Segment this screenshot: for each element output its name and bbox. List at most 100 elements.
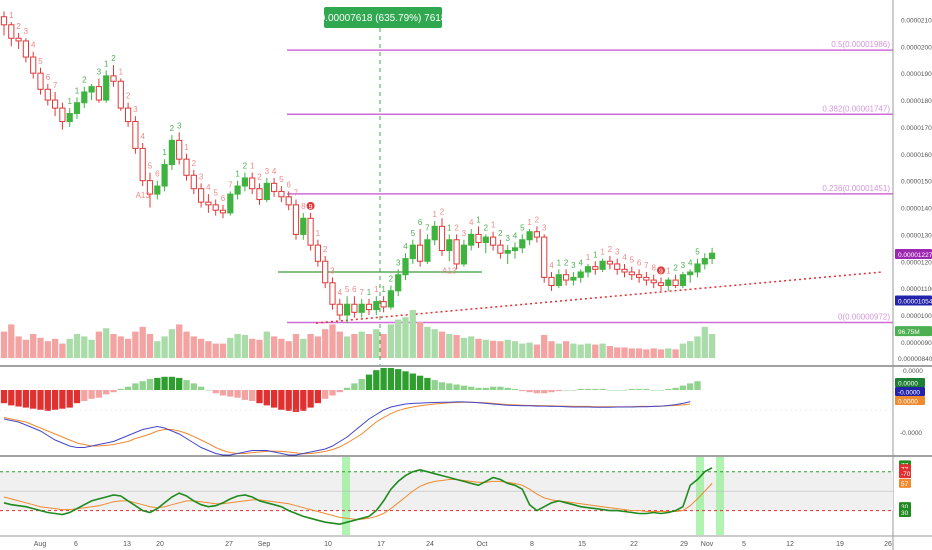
sequential-count: 3 (396, 258, 401, 267)
candle-body (555, 274, 562, 286)
candle-body (307, 217, 314, 246)
volume-bar (314, 336, 322, 358)
sequential-count: 3 (24, 27, 29, 36)
price-tick-label: 0.00001500 (901, 179, 932, 186)
macd-histogram-bar (628, 388, 635, 390)
candle-body (161, 164, 168, 187)
volume-bar (263, 331, 270, 358)
macd-histogram-bar (44, 390, 51, 411)
macd-histogram-bar (212, 390, 219, 394)
candle-body (322, 260, 329, 284)
volume-bar (453, 334, 460, 358)
macd-histogram-bar (548, 390, 555, 393)
volume-bar (665, 348, 672, 358)
macd-histogram-bar (555, 390, 562, 392)
sequential-count: 4 (338, 288, 343, 297)
sequential-count: 2 (608, 245, 613, 254)
price-label-box (895, 353, 932, 363)
macd-histogram-bar (409, 373, 416, 390)
macd-histogram-bar (110, 390, 117, 393)
sequential-count: 2 (126, 92, 131, 101)
price-label: 0.00001054 (898, 298, 932, 305)
macd-histogram-bar (322, 390, 329, 399)
macd-histogram-bar (614, 390, 621, 391)
measure-tool[interactable]: 0.00007618 (635.79%) 7618 (320, 7, 447, 28)
volume-bar (183, 331, 190, 358)
time-tick-label: 13 (123, 541, 131, 548)
macd-tick-label: 0.0000 (903, 368, 923, 375)
measure-label-box (324, 7, 442, 28)
time-tick-label: 6 (74, 541, 78, 548)
volume-bar (687, 341, 694, 358)
volume-bar (424, 326, 431, 358)
volume-bar (373, 329, 380, 358)
candle-body (219, 209, 227, 214)
macd-histogram-bar (519, 390, 526, 392)
price-label: 0.00000840 (898, 356, 932, 363)
sequential-count: 2 (16, 22, 21, 31)
fib-level-label: 0.236(0.00001451) (822, 184, 890, 193)
candle-body (271, 182, 278, 192)
sequential-count: 1 (491, 221, 496, 230)
sequential-count: 6 (352, 285, 357, 294)
sequential-count: 2 (82, 76, 87, 85)
macd-histogram-bar (657, 390, 665, 391)
sequential-count: A13 (136, 191, 151, 200)
macd-line (3, 401, 691, 456)
time-tick-label: 10 (324, 541, 332, 548)
candle-body (256, 188, 263, 200)
sequential-count: 3 (542, 223, 547, 232)
macd-histogram-bar (541, 390, 548, 394)
time-tick-label: 29 (680, 541, 688, 548)
macd-histogram-bar (197, 386, 205, 390)
price-axis[interactable]: 0.00002100 0.00002000 0.00001900 0.00001800… (895, 17, 932, 363)
macd-histogram-bar (416, 375, 424, 390)
volume-bar (322, 329, 329, 358)
sequential-count: 1 (374, 285, 379, 294)
volume-bar (270, 336, 278, 358)
volume-bar (249, 338, 256, 358)
sequential-count: 5 (38, 57, 43, 66)
volume-bar (548, 341, 555, 358)
volume-bar (212, 343, 219, 358)
candle-body (395, 274, 402, 292)
time-axis: Aug 6 13 20 27 Sep 10 17 24 Oct 8 15 22 29 Nov 5 12 19 26 (34, 541, 892, 548)
candle-body (22, 40, 29, 58)
sequential-count: 6 (46, 73, 51, 82)
price-tick-label: 0.00001600 (901, 152, 932, 159)
sequential-count: 3 (330, 266, 335, 275)
price-tick-label: 0.00001000 (901, 313, 932, 320)
time-tick-label: 15 (578, 541, 586, 548)
sequential-count: 7 (644, 261, 649, 270)
volume-bar (8, 324, 15, 358)
macd-histogram-bar (570, 390, 577, 391)
volume-bar (679, 343, 687, 358)
macd-histogram-bar (395, 369, 402, 390)
macd-histogram-bar (643, 388, 650, 390)
sequential-count: 1 (557, 258, 562, 267)
time-tick-label: 12 (786, 541, 794, 548)
candle-body (614, 263, 621, 270)
macd-tick-label: -0.0000 (900, 430, 922, 437)
candle-body (212, 204, 219, 211)
candle-body (460, 244, 467, 265)
candle-body (8, 24, 15, 39)
macd-label: -0.0000 (898, 390, 920, 397)
time-tick-label: 27 (225, 541, 233, 548)
volume-bar (351, 334, 358, 358)
volume-bar (621, 347, 628, 358)
candle-body (241, 177, 249, 187)
macd-histogram-bar (562, 390, 570, 391)
candle-body (59, 107, 66, 123)
sequential-count: 4 (272, 167, 277, 176)
price-label-box (895, 295, 932, 306)
candle-body (694, 263, 701, 273)
volume-bar (672, 349, 679, 358)
candle-body (373, 301, 380, 311)
volume-bar (526, 342, 533, 358)
time-tick-label: 19 (836, 541, 844, 548)
sequential-count: 4 (549, 261, 554, 270)
macd-histogram-bar (336, 390, 343, 393)
sequential-count: 4 (403, 242, 408, 251)
macd-histogram-bar (8, 390, 15, 406)
